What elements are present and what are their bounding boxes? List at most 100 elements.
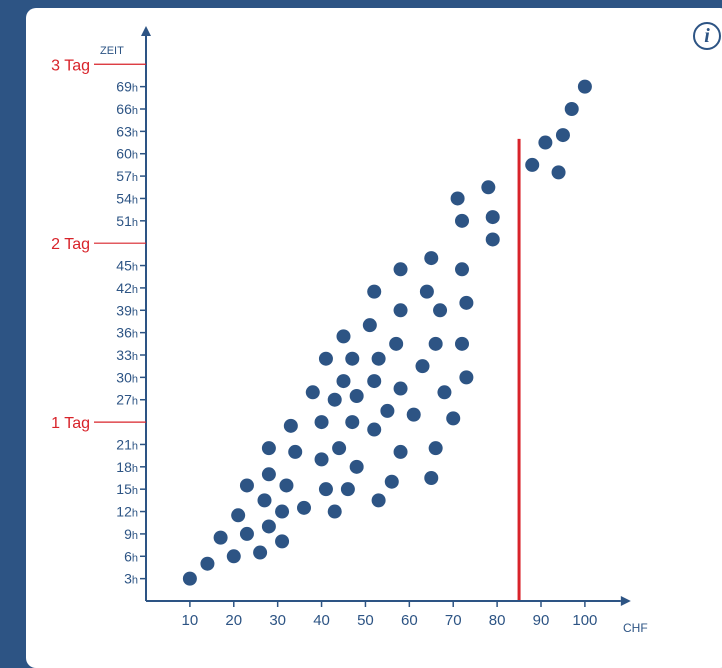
data-point [485, 232, 500, 247]
x-tick-label: 10 [182, 612, 199, 629]
y-tick-label: 15h [116, 481, 138, 497]
y-axis-label: ZEIT [100, 45, 124, 57]
data-point [318, 482, 333, 497]
x-tick-label: 90 [533, 612, 550, 629]
data-point [275, 534, 290, 549]
y-tick-label: 69h [116, 79, 138, 95]
y-tick-label: 54h [116, 190, 138, 206]
x-tick-label: 60 [401, 612, 418, 629]
day-marker-label: 1 Tag [51, 415, 90, 432]
data-point [564, 102, 579, 116]
data-point [393, 262, 408, 277]
data-point [551, 165, 566, 180]
data-point [393, 444, 408, 459]
data-point [253, 545, 268, 560]
data-point [419, 284, 434, 299]
data-point [314, 452, 329, 467]
data-point [327, 392, 342, 407]
data-point [283, 418, 298, 433]
data-point [415, 359, 430, 374]
data-point [314, 415, 329, 430]
y-tick-label: 39h [116, 302, 138, 318]
data-point [327, 504, 342, 519]
y-tick-label: 9h [124, 526, 138, 542]
data-point [367, 374, 382, 389]
y-tick-label: 33h [116, 347, 138, 363]
data-point [459, 370, 474, 385]
data-point [380, 403, 395, 418]
y-tick-label: 63h [116, 123, 138, 139]
data-point [428, 441, 443, 456]
data-point [538, 135, 553, 150]
y-tick-label: 36h [116, 325, 138, 341]
y-tick-label: 57h [116, 168, 138, 184]
y-tick-label: 60h [116, 146, 138, 162]
data-point [213, 530, 228, 545]
data-point [345, 351, 360, 366]
y-tick-label: 18h [116, 459, 138, 475]
x-tick-label: 80 [489, 612, 506, 629]
data-point [261, 467, 276, 482]
data-point [437, 385, 452, 400]
data-point [349, 389, 364, 403]
y-tick-label: 45h [116, 258, 138, 274]
x-tick-label: 70 [445, 612, 462, 629]
data-point [406, 407, 421, 422]
data-point [288, 444, 303, 459]
data-point [279, 478, 294, 493]
data-point [433, 303, 448, 318]
data-point [555, 128, 570, 143]
data-point [481, 180, 496, 195]
data-point [577, 79, 592, 94]
data-point [367, 422, 382, 437]
data-point [345, 415, 360, 430]
data-point [305, 385, 320, 400]
y-axis-arrow [141, 26, 151, 36]
data-point [455, 262, 469, 277]
data-point [231, 508, 246, 523]
info-icon[interactable]: i [693, 22, 721, 50]
data-point [424, 251, 439, 266]
data-point [389, 336, 404, 351]
data-point [393, 381, 408, 396]
scatter-chart: 10 20 30 40 50 60 70 80 90 100 3h 6h 9h 12h 15h 18h 21h… [51, 26, 648, 635]
data-point [239, 526, 254, 541]
data-point [485, 210, 500, 225]
data-point [428, 336, 443, 351]
data-point [450, 191, 465, 206]
x-ticks: 10 20 30 40 50 60 70 80 90 100 [182, 601, 597, 629]
data-point [332, 441, 347, 456]
y-tick-label: 51h [116, 213, 138, 229]
data-point [424, 471, 439, 485]
data-point [340, 482, 355, 497]
x-axis-label: CHF [623, 621, 648, 635]
x-tick-label: 30 [269, 612, 286, 629]
y-tick-label: 21h [116, 436, 138, 452]
y-tick-label: 12h [116, 504, 138, 520]
data-point [362, 318, 377, 333]
data-point [239, 478, 254, 493]
data-point [525, 157, 540, 172]
data-point [349, 459, 364, 474]
y-tick-label: 42h [116, 280, 138, 296]
data-point [371, 493, 386, 508]
y-tick-label: 66h [116, 101, 138, 117]
data-point [261, 441, 276, 456]
data-point [371, 351, 386, 366]
data-point [455, 213, 469, 228]
data-point [261, 519, 276, 534]
y-ticks: 3h 6h 9h 12h 15h 18h 21h 27h 30h 33h 36h 39h 42h 45h 5… [116, 79, 146, 587]
data-point [336, 329, 351, 344]
data-point [182, 571, 197, 586]
data-point [226, 549, 241, 564]
y-tick-label: 27h [116, 392, 138, 408]
data-point [336, 374, 351, 389]
day-marker-label: 3 Tag [51, 57, 90, 74]
x-tick-label: 40 [313, 612, 330, 629]
day-marker-label: 2 Tag [51, 236, 90, 253]
data-point [257, 493, 272, 508]
data-point [446, 411, 461, 426]
data-point [367, 284, 382, 299]
data-point [393, 303, 408, 318]
x-axis-arrow [620, 596, 631, 606]
